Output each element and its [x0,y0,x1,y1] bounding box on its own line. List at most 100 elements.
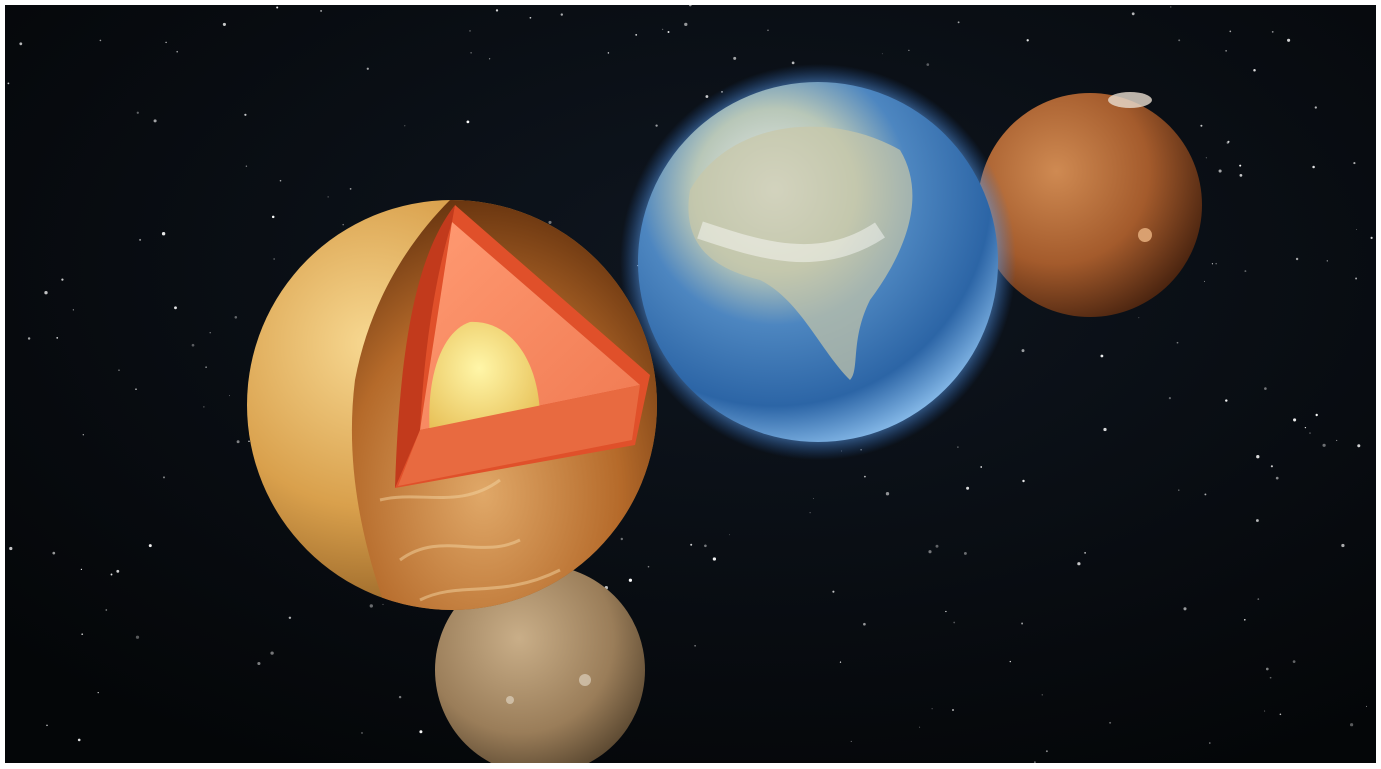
star [288,616,292,620]
star [1355,277,1358,280]
star [881,53,883,55]
star [705,95,709,98]
star [1355,229,1357,231]
star [234,316,238,319]
star [1239,174,1243,177]
star [1100,354,1104,358]
star [203,406,205,408]
star [81,633,84,636]
star [1225,399,1228,402]
star [832,590,835,593]
star [957,21,960,24]
star [1287,38,1291,42]
star [1279,713,1282,716]
mars [978,93,1202,317]
star [957,446,959,448]
star [694,644,696,647]
star [1239,164,1242,167]
star [1225,50,1227,52]
star [257,661,261,666]
star [1275,476,1279,480]
star [116,569,120,573]
star [1205,157,1207,159]
star [1077,562,1081,566]
star [863,622,866,626]
star [7,82,10,85]
star [366,67,369,70]
star [1178,489,1180,491]
star [382,603,384,605]
star [729,534,730,536]
star [209,332,211,334]
star [839,661,842,663]
earth-continent [688,126,913,380]
venus-core [429,321,540,438]
star [72,309,74,311]
star [56,337,59,339]
star [1295,257,1299,261]
star [560,13,563,16]
star [97,691,99,694]
star [1370,236,1373,239]
star [82,434,84,436]
star [46,724,48,727]
star [1326,260,1328,262]
star [1293,418,1297,422]
star [52,551,56,555]
star [342,223,344,226]
star [105,609,108,611]
star [767,29,769,32]
star [919,726,921,728]
star [655,124,658,127]
mercury-crater [506,696,514,704]
star [279,179,282,182]
star [1103,427,1107,432]
star [1084,552,1086,554]
venus [247,200,657,610]
star [470,52,472,54]
star [495,9,499,12]
star [1314,106,1317,109]
star [809,512,811,514]
star [244,113,247,116]
star [1138,317,1140,319]
star [733,56,737,60]
star [99,39,102,42]
star [1304,426,1307,429]
star [1204,493,1207,496]
star [1215,262,1217,265]
star [850,740,852,742]
star [548,220,552,224]
star [276,6,279,9]
star [466,120,470,124]
star [935,544,939,548]
star [118,369,120,371]
star [1270,465,1273,468]
mercury [435,565,645,763]
star [953,621,956,624]
star [661,28,664,31]
star [139,238,142,241]
star [110,573,113,576]
star [148,544,152,548]
star [320,9,323,12]
star [529,16,532,19]
star [1271,30,1274,33]
star [1183,607,1187,611]
star [647,565,650,568]
star [1045,750,1048,753]
star [963,551,967,555]
star [1244,270,1247,273]
star [80,568,83,571]
star [1312,165,1315,169]
star [688,5,692,7]
star [1033,761,1036,763]
star [1021,349,1025,353]
star [684,22,688,27]
star [236,440,240,444]
star [19,42,23,46]
star [61,278,64,281]
star [966,486,970,490]
star [9,546,13,551]
star [1322,443,1326,447]
